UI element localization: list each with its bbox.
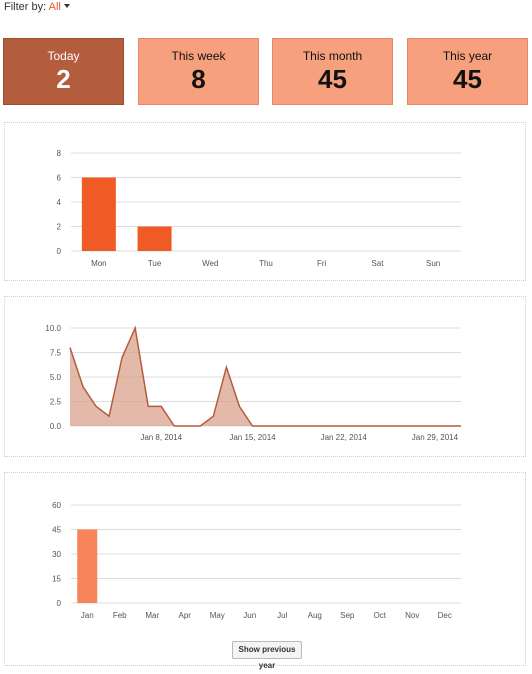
x-tick-label: Jan 29, 2014 (412, 433, 459, 442)
month-chart-panel: 0.0 2.5 5.0 7.5 10.0 Jan 8, 2014 Jan 15, 2014 J… (4, 296, 526, 457)
x-tick-label: Thu (259, 259, 273, 268)
y-tick-label: 2 (57, 223, 62, 232)
week-bar-chart: 0 2 4 6 8 Mon Tue Wed Thu Fri Sat Sun (57, 149, 461, 268)
x-tick-label: Mon (91, 259, 107, 268)
tile-value: 45 (453, 64, 482, 94)
bar-tue (137, 226, 172, 251)
x-tick-label: Fri (317, 259, 327, 268)
show-previous-year-button[interactable]: Show previous year (232, 641, 302, 670)
x-tick-label: Mar (145, 611, 159, 620)
y-tick-label: 7.5 (50, 349, 62, 358)
x-tick-label: Oct (374, 611, 387, 620)
x-tick-label: Sat (371, 259, 384, 268)
filter-bar: Filter by: All (4, 1, 70, 13)
week-chart-panel: 0 2 4 6 8 Mon Tue Wed Thu Fri Sat Sun (4, 122, 526, 281)
x-tick-label: Wed (202, 259, 218, 268)
x-tick-label: Dec (438, 611, 452, 620)
y-tick-label: 60 (52, 501, 61, 510)
y-tick-label: 5.0 (50, 373, 62, 382)
y-tick-label: 2.5 (50, 398, 62, 407)
tile-label: This year (442, 49, 493, 63)
y-tick-label: 0 (57, 247, 62, 256)
tile-value: 45 (318, 64, 347, 94)
x-tick-label: Tue (148, 259, 162, 268)
bar-jan (77, 529, 98, 603)
y-tick-label: 8 (57, 149, 62, 158)
tile-this-week[interactable]: This week 8 (138, 38, 259, 105)
x-tick-label: Sep (340, 611, 355, 620)
tile-this-year[interactable]: This year 45 (407, 38, 528, 105)
x-tick-label: Jan 15, 2014 (229, 433, 276, 442)
filter-value[interactable]: All (48, 1, 61, 13)
y-tick-label: 0.0 (50, 422, 62, 431)
y-tick-label: 6 (57, 174, 62, 183)
tile-label: This month (302, 49, 363, 63)
x-tick-label: Feb (113, 611, 127, 620)
tile-value: 8 (191, 64, 206, 94)
x-tick-label: Jun (243, 611, 256, 620)
year-bar-chart: 0 15 30 45 60 Jan Feb Mar Apr May Jun Jul Aug Sep Oct N… (52, 501, 461, 620)
caret-down-icon[interactable] (63, 4, 70, 8)
x-tick-label: May (210, 611, 225, 620)
tile-value: 2 (56, 64, 71, 94)
x-tick-label: Jan 22, 2014 (321, 433, 368, 442)
tile-this-month[interactable]: This month 45 (272, 38, 393, 105)
bar-mon (81, 177, 116, 251)
x-tick-label: Jan 8, 2014 (140, 433, 182, 442)
y-tick-label: 4 (57, 198, 62, 207)
x-tick-label: Nov (405, 611, 419, 620)
tile-label: Today (47, 49, 80, 63)
month-area-chart: 0.0 2.5 5.0 7.5 10.0 Jan 8, 2014 Jan 15, 2014 J… (45, 324, 461, 442)
y-tick-label: 10.0 (45, 324, 61, 333)
y-tick-label: 30 (52, 550, 61, 559)
filter-label: Filter by: (4, 1, 47, 13)
y-tick-label: 0 (57, 599, 62, 608)
x-tick-label: Sun (426, 259, 440, 268)
tile-today[interactable]: Today 2 (3, 38, 124, 105)
x-tick-label: Jul (277, 611, 287, 620)
year-chart-panel: 0 15 30 45 60 Jan Feb Mar Apr May Jun Jul Aug Sep Oct N… (4, 472, 526, 670)
x-tick-label: Apr (179, 611, 192, 620)
x-tick-label: Jan (81, 611, 94, 620)
y-tick-label: 15 (52, 575, 61, 584)
x-tick-label: Aug (308, 611, 322, 620)
y-tick-label: 45 (52, 526, 61, 535)
filter-dropdown[interactable]: All (49, 1, 70, 13)
area-line (69, 325, 461, 427)
tile-label: This week (171, 49, 226, 63)
